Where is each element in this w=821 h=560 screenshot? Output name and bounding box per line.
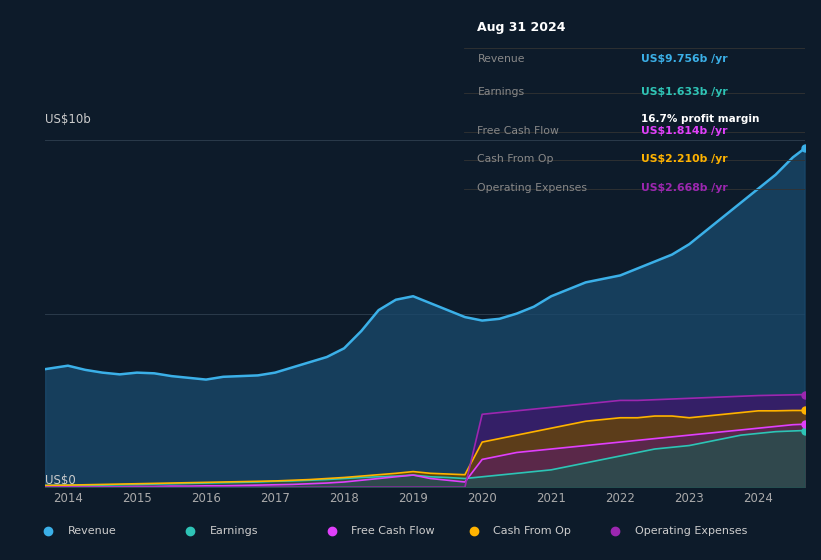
Text: Earnings: Earnings: [209, 526, 258, 536]
Text: Operating Expenses: Operating Expenses: [635, 526, 747, 536]
Text: US$1.633b /yr: US$1.633b /yr: [641, 87, 727, 97]
Text: Cash From Op: Cash From Op: [493, 526, 571, 536]
Text: Revenue: Revenue: [478, 54, 525, 64]
Text: Aug 31 2024: Aug 31 2024: [478, 21, 566, 34]
Text: US$2.210b /yr: US$2.210b /yr: [641, 155, 727, 164]
Text: US$9.756b /yr: US$9.756b /yr: [641, 54, 727, 64]
Text: Revenue: Revenue: [67, 526, 117, 536]
Text: US$1.814b /yr: US$1.814b /yr: [641, 125, 727, 136]
Text: US$2.668b /yr: US$2.668b /yr: [641, 183, 727, 193]
Text: US$10b: US$10b: [45, 113, 91, 126]
Text: Operating Expenses: Operating Expenses: [478, 183, 588, 193]
Text: Free Cash Flow: Free Cash Flow: [351, 526, 435, 536]
Text: 16.7% profit margin: 16.7% profit margin: [641, 114, 759, 124]
Text: Earnings: Earnings: [478, 87, 525, 97]
Text: US$0: US$0: [45, 474, 76, 487]
Text: Free Cash Flow: Free Cash Flow: [478, 125, 559, 136]
Text: Cash From Op: Cash From Op: [478, 155, 554, 164]
